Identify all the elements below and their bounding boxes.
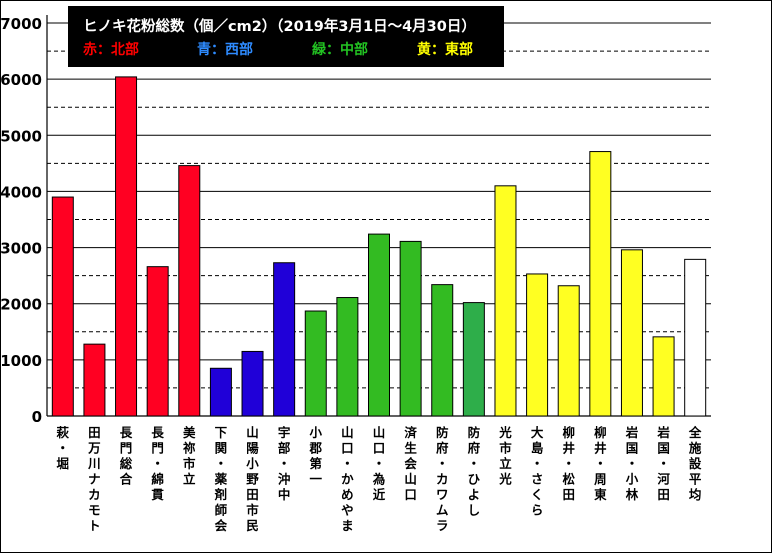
y-tick-label: 4000 bbox=[1, 183, 42, 201]
bar bbox=[526, 273, 549, 417]
bar bbox=[304, 310, 327, 417]
x-tick-label: 長門・綿貫 bbox=[151, 425, 164, 502]
bar bbox=[399, 240, 422, 417]
x-tick-label: 宇部・沖中 bbox=[278, 425, 291, 502]
x-tick-label: 山陽小野田市民 bbox=[245, 425, 259, 533]
x-tick-label: 岩国・河田 bbox=[656, 425, 670, 502]
legend-items: 赤：北部 青：西部 緑：中部 黄：東部 bbox=[83, 41, 473, 58]
x-tick-label: 大島・さくら bbox=[531, 425, 544, 518]
bar bbox=[115, 76, 138, 417]
x-tick-label: 済生会山口 bbox=[404, 425, 417, 502]
y-tick-label: 6000 bbox=[1, 71, 42, 89]
y-tick-label: 1000 bbox=[1, 352, 42, 370]
bar bbox=[431, 284, 454, 417]
bar bbox=[146, 266, 169, 417]
legend-background bbox=[68, 6, 504, 67]
x-tick-labels: 萩・堀 田万川ナカモト 長門総合 長門・綿貫 美祢市立 下関・薬剤師会 山陽小野田市民 宇部・… bbox=[56, 425, 702, 533]
bar bbox=[557, 285, 580, 417]
legend-item: 黄：東部 bbox=[417, 41, 473, 58]
x-tick-label: 柳井・松田 bbox=[562, 425, 575, 502]
y-tick-label: 5000 bbox=[1, 127, 42, 145]
bar bbox=[652, 336, 675, 417]
x-tick-label: 下関・薬剤師会 bbox=[214, 425, 228, 533]
x-tick-label: 防府・ひよし bbox=[468, 425, 481, 518]
bar bbox=[209, 367, 232, 417]
bar bbox=[178, 165, 201, 417]
x-tick-label: 光市立光 bbox=[498, 425, 512, 487]
bar bbox=[83, 343, 106, 417]
bar bbox=[589, 151, 612, 417]
y-tick-label: 0 bbox=[32, 408, 42, 426]
y-tick-label: 7000 bbox=[1, 15, 42, 33]
x-tick-label: 小郡第一 bbox=[309, 425, 323, 487]
bar bbox=[368, 233, 390, 417]
bars bbox=[51, 76, 707, 417]
legend-box: ヒノキ花粉総数（個／cm2）（2019年3月1日～4月30日） 赤：北部 青：西部… bbox=[68, 6, 504, 67]
x-tick-label: 美祢市立 bbox=[183, 425, 196, 487]
bar bbox=[273, 262, 296, 417]
x-tick-label: 長門総合 bbox=[120, 425, 133, 487]
bar bbox=[684, 258, 707, 417]
y-tick-label: 2000 bbox=[1, 296, 42, 314]
y-tick-labels: 0 1000 2000 3000 4000 5000 6000 7000 bbox=[1, 15, 42, 426]
chart-title: ヒノキ花粉総数（個／cm2）（2019年3月1日～4月30日） bbox=[83, 17, 476, 35]
x-tick-label: 岩国・小林 bbox=[625, 425, 639, 502]
legend-item: 赤：北部 bbox=[83, 41, 139, 58]
bar bbox=[51, 196, 74, 417]
bar bbox=[494, 185, 517, 417]
x-tick-label: 防府・カワムラ bbox=[436, 425, 449, 533]
legend-item: 緑：中部 bbox=[312, 41, 368, 58]
x-tick-label: 山口・かめやま bbox=[341, 425, 354, 533]
x-tick-label: 萩・堀 bbox=[56, 425, 70, 471]
x-tick-label: 田万川ナカモト bbox=[87, 425, 101, 533]
legend-item: 青：西部 bbox=[197, 41, 253, 58]
y-tick-label: 3000 bbox=[1, 240, 42, 258]
x-tick-label: 全施設平均 bbox=[688, 425, 702, 502]
bar bbox=[620, 249, 643, 417]
bar bbox=[462, 302, 485, 417]
x-tick-label: 柳井・周東 bbox=[594, 425, 607, 502]
x-tick-label: 山口・為近 bbox=[372, 425, 386, 502]
bar bbox=[241, 350, 264, 417]
bar bbox=[336, 297, 359, 417]
